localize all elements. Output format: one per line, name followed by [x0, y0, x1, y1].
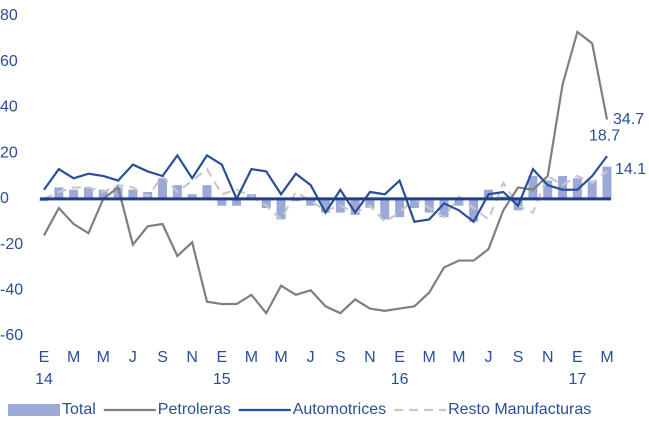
- x-tick-label: J: [484, 349, 492, 366]
- legend-label: Resto Manufacturas: [448, 401, 591, 418]
- bar: [469, 198, 479, 222]
- x-tick-label: J: [307, 349, 315, 366]
- data-label: 34.7: [613, 111, 644, 128]
- x-tick-label: N: [542, 349, 554, 366]
- x-tick-label: M: [67, 349, 80, 366]
- x-tick-label: M: [600, 349, 613, 366]
- y-tick-label: 20: [0, 144, 18, 161]
- x-tick-label: E: [39, 349, 50, 366]
- x-tick-label: M: [245, 349, 258, 366]
- y-tick-label: 40: [0, 99, 18, 116]
- bar: [321, 198, 330, 213]
- bar: [98, 189, 108, 199]
- bar: [83, 187, 93, 199]
- bar: [202, 185, 212, 199]
- bar: [306, 198, 316, 206]
- bar: [350, 198, 360, 215]
- x-tick-label: M: [423, 349, 436, 366]
- x-tick-label: N: [364, 349, 376, 366]
- legend-label: Total: [62, 401, 96, 418]
- x-tick-label: S: [513, 349, 524, 366]
- legend-swatch: [8, 404, 60, 416]
- bar: [187, 194, 197, 199]
- bar: [528, 176, 538, 199]
- bar: [424, 198, 434, 213]
- line: [43, 153, 608, 224]
- bar: [113, 187, 123, 199]
- x-tick-label: S: [335, 349, 346, 366]
- y-tick-label: -40: [0, 282, 23, 299]
- legend-label: Automotrices: [293, 401, 386, 418]
- bar: [587, 180, 597, 199]
- bar: [158, 178, 168, 199]
- legend-label: Petroleras: [158, 401, 231, 418]
- bar: [217, 198, 227, 206]
- bar: [69, 189, 79, 199]
- x-tick-label: J: [129, 349, 137, 366]
- x-tick-label: S: [157, 349, 168, 366]
- year-label: 14: [35, 371, 53, 388]
- y-tick-label: 60: [0, 53, 18, 70]
- year-label: 15: [213, 371, 231, 388]
- y-tick-label: -20: [0, 236, 23, 253]
- x-tick-label: M: [452, 349, 465, 366]
- y-tick-label: 80: [0, 7, 18, 24]
- year-label: 16: [391, 371, 409, 388]
- bar: [261, 198, 271, 208]
- data-label: 14.1: [615, 161, 646, 178]
- bar: [365, 198, 375, 208]
- x-tick-label: E: [572, 349, 583, 366]
- bar: [276, 198, 286, 220]
- bar: [232, 198, 242, 206]
- bar: [439, 198, 449, 218]
- x-tick-label: M: [274, 349, 287, 366]
- x-tick-label: M: [97, 349, 110, 366]
- bar: [602, 166, 612, 199]
- bar: [380, 198, 390, 220]
- y-tick-label: -60: [0, 327, 23, 344]
- y-tick-label: 0: [0, 190, 9, 207]
- bar: [409, 198, 419, 208]
- bar: [558, 176, 568, 199]
- x-tick-label: E: [216, 349, 227, 366]
- bar: [543, 180, 553, 199]
- x-tick-label: E: [394, 349, 405, 366]
- line: [43, 30, 609, 316]
- bar: [454, 198, 464, 206]
- bar: [128, 189, 138, 199]
- bar: [395, 198, 405, 218]
- data-label: 18.7: [589, 127, 620, 144]
- x-tick-label: N: [186, 349, 198, 366]
- year-label: 17: [568, 371, 586, 388]
